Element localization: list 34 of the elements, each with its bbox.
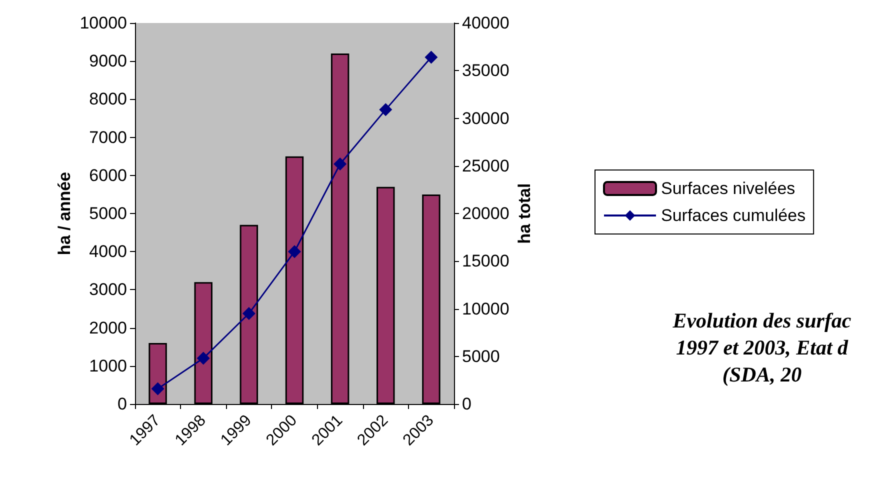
y2-tick-label: 25000 — [462, 156, 510, 176]
point — [242, 307, 256, 320]
y-tick-label: 4000 — [89, 242, 127, 262]
y2-tick-label: 15000 — [462, 252, 510, 271]
y2-tick-label: 35000 — [462, 61, 510, 80]
text: (SDA, 20 — [722, 362, 802, 386]
y-tick-label: 8000 — [89, 90, 127, 109]
point — [379, 103, 392, 116]
y2-tick-label: 10000 — [462, 299, 510, 318]
text: 1997 et 2003, Etat d — [676, 336, 849, 360]
legend-label: Surfaces cumulées — [661, 206, 806, 225]
y-tick-label: 10000 — [80, 14, 127, 32]
y2-axis-title: ha total — [515, 183, 534, 244]
text: Evolution des surfac — [672, 308, 852, 332]
y-tick-label: 6000 — [89, 166, 127, 185]
point — [288, 245, 301, 258]
legend-label: Surfaces nivelées — [661, 179, 796, 198]
point — [151, 382, 164, 396]
y2-tick-label: 0 — [462, 394, 472, 414]
y-tick-label: 2000 — [89, 318, 127, 338]
point — [334, 157, 347, 170]
y2-tick-label: 5000 — [462, 346, 500, 366]
y2-tick-label: 40000 — [462, 14, 510, 32]
point — [424, 50, 438, 64]
y-tick-label: 9000 — [89, 52, 127, 71]
y-tick-label: 5000 — [89, 204, 127, 223]
y-tick-label: 7000 — [89, 128, 127, 147]
y-tick-label: 0 — [118, 394, 127, 414]
y-axis-title: ha / année — [55, 172, 74, 256]
y2-tick-label: 20000 — [462, 204, 510, 223]
point — [196, 352, 210, 365]
y-tick-label: 3000 — [89, 280, 127, 300]
y-tick-label: 1000 — [89, 356, 127, 376]
y2-tick-label: 30000 — [462, 108, 510, 128]
